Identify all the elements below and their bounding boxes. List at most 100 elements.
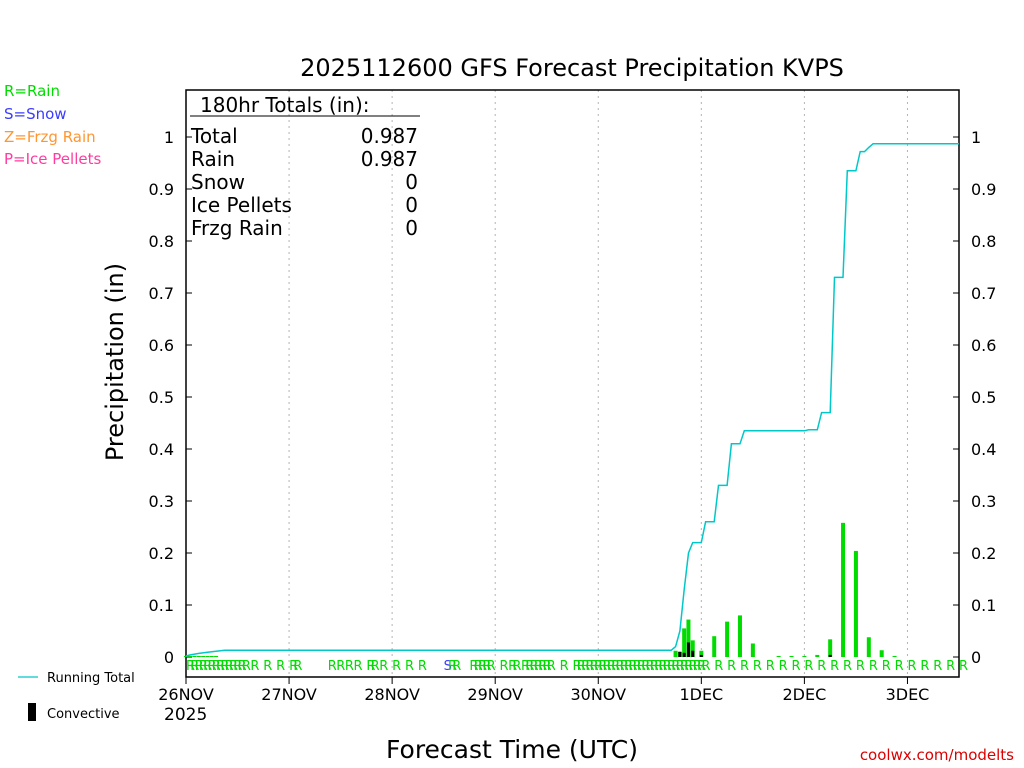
y-tick-label-left: 0.9 [149,180,174,199]
ptype-letter: R [577,659,586,674]
rain-bar [682,628,687,657]
convective-bars [678,642,832,657]
ptype-letter: R [336,659,345,674]
ptype-letter: R [676,659,685,674]
year-label: 2025 [164,705,207,725]
legend-ice-pellets: P=Ice Pellets [4,150,101,168]
rain-bar [750,643,755,657]
ptype-letter: R [560,659,569,674]
ptype-letter: R [714,659,723,674]
y-tick-label-left: 0.5 [149,388,174,407]
legend-running-total: Running Total [47,671,135,686]
y-tick-label-right: 0.3 [971,492,996,511]
y-tick-label-right: 0.9 [971,180,996,199]
ptype-letter: R [895,659,904,674]
ptype-letter: R [658,659,667,674]
convective-bar [828,654,832,657]
ptype-letter: R [663,659,672,674]
plot-frame [185,89,960,678]
totals-row-label: Ice Pellets [191,193,292,217]
convective-bar [699,654,703,657]
convective-bar [682,652,686,657]
rain-bar [789,655,794,657]
y-tick-label-right: 0.2 [971,544,996,563]
ptype-letter: R [289,659,298,674]
totals-row-value: 0 [405,170,418,194]
ptype-letter: R [487,659,496,674]
ptype-letter: R [448,659,457,674]
y-tick-label-right: 1 [971,128,981,147]
ptype-letter: R [817,659,826,674]
rain-bar [184,655,188,657]
rain-bar [725,621,730,657]
totals-row-label: Frzg Rain [191,216,283,240]
legend-rain: R=Rain [4,82,60,100]
convective-swatch [28,703,36,721]
x-tick-label: 30NOV [570,685,626,704]
ptype-letter: R [379,659,388,674]
ptype-letter: R [276,659,285,674]
rain-bar [841,522,846,657]
ptype-letter: R [650,659,659,674]
legend-snow: S=Snow [4,105,67,123]
y-tick-label-right: 0.5 [971,388,996,407]
x-tick-label: 29NOV [467,685,523,704]
legend-frzg-rain: Z=Frzg Rain [4,128,96,146]
rain-bar [196,655,201,657]
ptype-letter: R [933,659,942,674]
x-axis: 26NOV 27NOV 28NOV 29NOV 30NOV 1DEC 2DEC 3DEC [158,677,929,704]
rain-bar [828,639,833,657]
ptype-letter: R [573,659,582,674]
ptype-letter: R [633,659,642,674]
ptype-letter: R [392,659,401,674]
ptype-letter: R [684,659,693,674]
ptype-letter: R [792,659,801,674]
ptype-letter: R [611,659,620,674]
rain-bar [866,637,871,657]
ptype-letter: R [538,659,547,674]
ptype-letter: R [212,659,221,674]
ptype-letter: R [680,659,689,674]
ptype-letter: R [882,659,891,674]
ptype-letter: R [727,659,736,674]
totals-header: 180hr Totals (in): [200,93,370,117]
rain-bar [690,640,695,657]
ptype-letter: R [534,659,543,674]
y-tick-label-left: 0.2 [149,544,174,563]
ptype-letter: R [843,659,852,674]
x-tick-label: 28NOV [364,685,420,704]
convective-bar [691,650,695,657]
y-axis-left: 0 0.1 0.2 0.3 0.4 0.5 0.6 0.7 0.8 0.9 1 [149,128,192,667]
convective-bar [678,651,682,657]
ptype-letter: R [856,659,865,674]
ptype-letter: R [830,659,839,674]
rain-bar [737,615,742,657]
totals-row-value: 0 [405,216,418,240]
y-tick-label-left: 0.7 [149,284,174,303]
ptype-letter: R [233,659,242,674]
ptype-letter: R [229,659,238,674]
rain-bar [776,655,781,657]
ptype-letter: R [624,659,633,674]
ptype-letter: R [542,659,551,674]
ptype-letter: R [697,659,706,674]
rain-bars [184,522,897,657]
ptype-letter: R [474,659,483,674]
ptype-letter: R [452,659,461,674]
rain-bar [802,655,807,657]
ptype-letter: R [594,659,603,674]
ptype-letter: S [444,659,452,674]
rain-bar [892,655,897,657]
totals-box: 180hr Totals (in): Total 0.987 Rain 0.987 Sn… [190,93,420,240]
rain-bar [209,655,214,657]
ptype-letter: R [646,659,655,674]
ptype-letter: R [263,659,272,674]
rain-bar [712,636,717,657]
ptype-letter: R [869,659,878,674]
ptype-letter: R [907,659,916,674]
rain-bar [205,655,210,657]
x-tick-label: 3DEC [886,685,930,704]
ptype-letter: R [186,659,195,674]
